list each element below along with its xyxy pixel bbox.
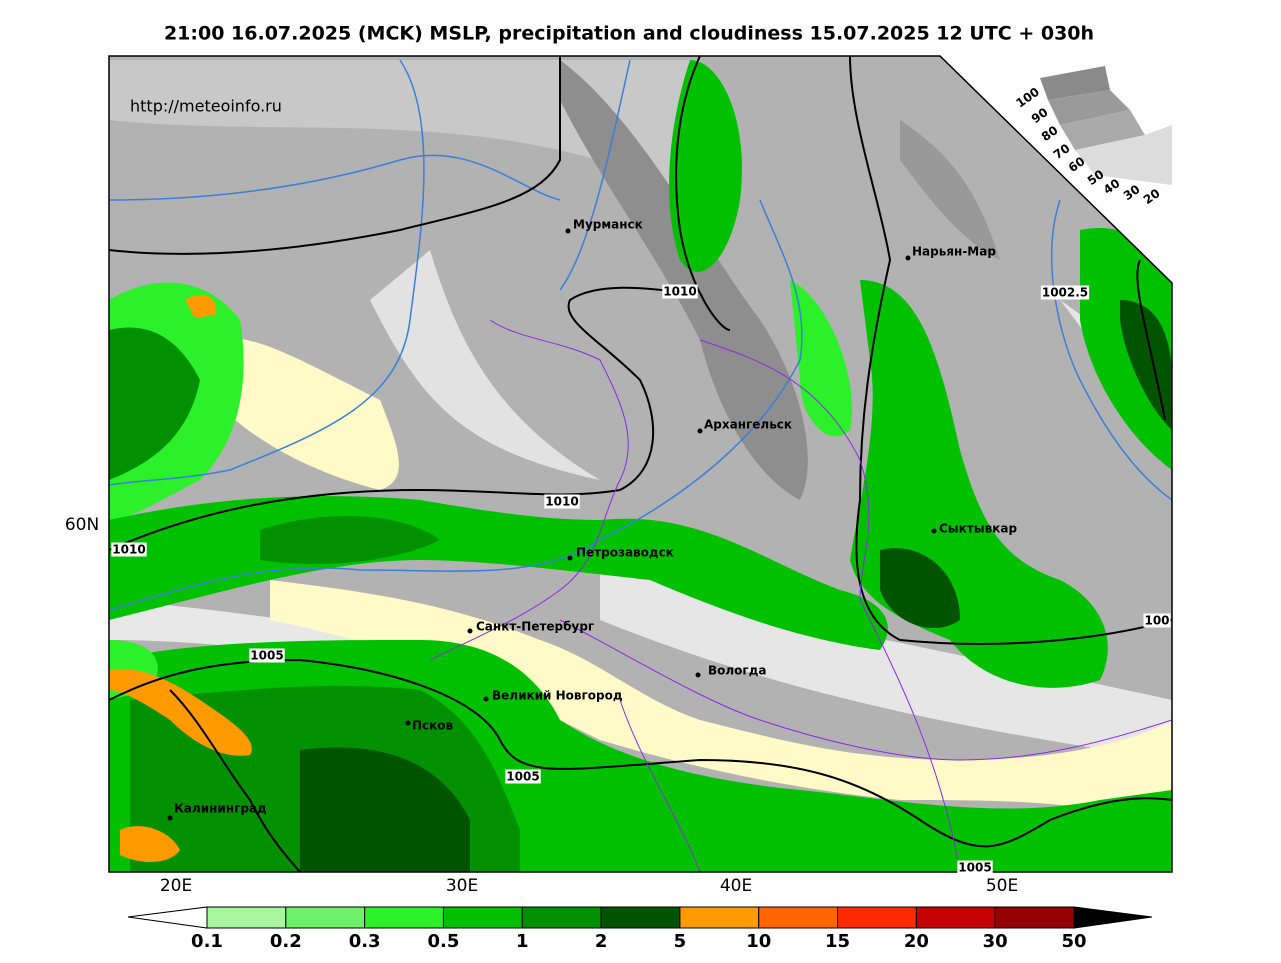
city-label: Великий Новгород (492, 689, 623, 703)
colorbar-label: 15 (825, 931, 850, 952)
colorbar-label: 0.5 (428, 931, 460, 952)
isobar-label: 1005 (506, 770, 539, 784)
city-dot (167, 815, 173, 821)
city-dot (905, 255, 911, 261)
city-label: Псков (412, 719, 454, 733)
city-label: Нарьян-Мар (912, 245, 996, 259)
isobar-label-bg (1143, 613, 1171, 628)
map-title: 21:00 16.07.2025 (MCK) MSLP, precipitati… (164, 23, 1094, 45)
city-label: Мурманск (573, 218, 643, 232)
colorbar-label: 5 (674, 931, 687, 952)
cloud-scale-label: 30 (1121, 182, 1143, 203)
lon-label: 50E (986, 876, 1018, 896)
colorbar-box (600, 906, 681, 929)
isobar-label-bg (111, 542, 147, 557)
city-dot (567, 555, 573, 561)
cloud-scale-fan (1040, 66, 1172, 185)
colorbar-box (837, 906, 917, 929)
colorbar-label: 0.1 (191, 931, 223, 952)
isobar-label: 100 (1144, 614, 1169, 628)
colorbar-label: 2 (595, 931, 608, 952)
isobar-label: 1002.5 (1042, 286, 1088, 300)
isobar-label: 1010 (112, 543, 145, 557)
lon-label: 20E (160, 876, 192, 896)
colorbar-under (127, 906, 208, 929)
colorbar-box (994, 906, 1075, 929)
colorbar-label: 30 (983, 931, 1008, 952)
city-dot (483, 696, 489, 702)
isobar-label-bg (505, 769, 541, 784)
cloud-scale-label: 70 (1051, 141, 1073, 162)
colorbar-box (285, 906, 366, 929)
lat-label: 60N (65, 515, 99, 535)
city-label: Калининград (174, 802, 267, 816)
isobar-label: 1005 (958, 861, 991, 875)
colorbar-label: 10 (746, 931, 771, 952)
city-label: Санкт-Петербург (476, 620, 594, 634)
colorbar-label: 0.3 (349, 931, 381, 952)
isobar-label-bg (544, 494, 580, 509)
lon-label: 30E (446, 876, 478, 896)
city-dot (565, 228, 571, 234)
cloud-scale-label: 90 (1029, 105, 1051, 126)
isobar-label-bg (249, 648, 285, 663)
city-dot (467, 628, 473, 634)
city-label: Сыктывкар (939, 522, 1017, 536)
cloud-scale-label: 20 (1141, 186, 1163, 207)
city-dot (931, 528, 937, 534)
city-label: Архангельск (704, 418, 792, 432)
colorbar-box (521, 906, 602, 929)
colorbar-box (442, 906, 523, 929)
colorbar-label: 20 (904, 931, 929, 952)
isobar-label-bg (957, 860, 993, 875)
colorbar-over (1073, 906, 1153, 929)
isobar-label-bg (1040, 285, 1090, 300)
map-frame (108, 55, 1173, 873)
colorbar-label: 50 (1061, 931, 1086, 952)
city-dot (405, 720, 411, 726)
cloud-scale-label: 100 (1013, 85, 1042, 111)
city-label: Петрозаводск (576, 546, 674, 560)
map-area (109, 56, 1172, 872)
city-label: Вологда (708, 664, 766, 678)
city-dot (695, 672, 701, 678)
colorbar-box (758, 906, 839, 929)
lon-label: 40E (720, 876, 752, 896)
colorbar-box (679, 906, 760, 929)
colorbar-box (915, 906, 996, 929)
colorbar-label: 0.2 (270, 931, 302, 952)
colorbar-box (206, 906, 287, 929)
isobar-label: 1010 (545, 495, 578, 509)
city-dot (697, 428, 703, 434)
isobar-label-bg (662, 284, 698, 299)
source-url: http://meteoinfo.ru (130, 97, 282, 116)
cloud-scale-label: 80 (1039, 123, 1061, 144)
colorbar-box (364, 906, 444, 929)
isobar-label: 1010 (663, 285, 696, 299)
colorbar-label: 1 (516, 931, 529, 952)
isobar-label: 1005 (250, 649, 283, 663)
